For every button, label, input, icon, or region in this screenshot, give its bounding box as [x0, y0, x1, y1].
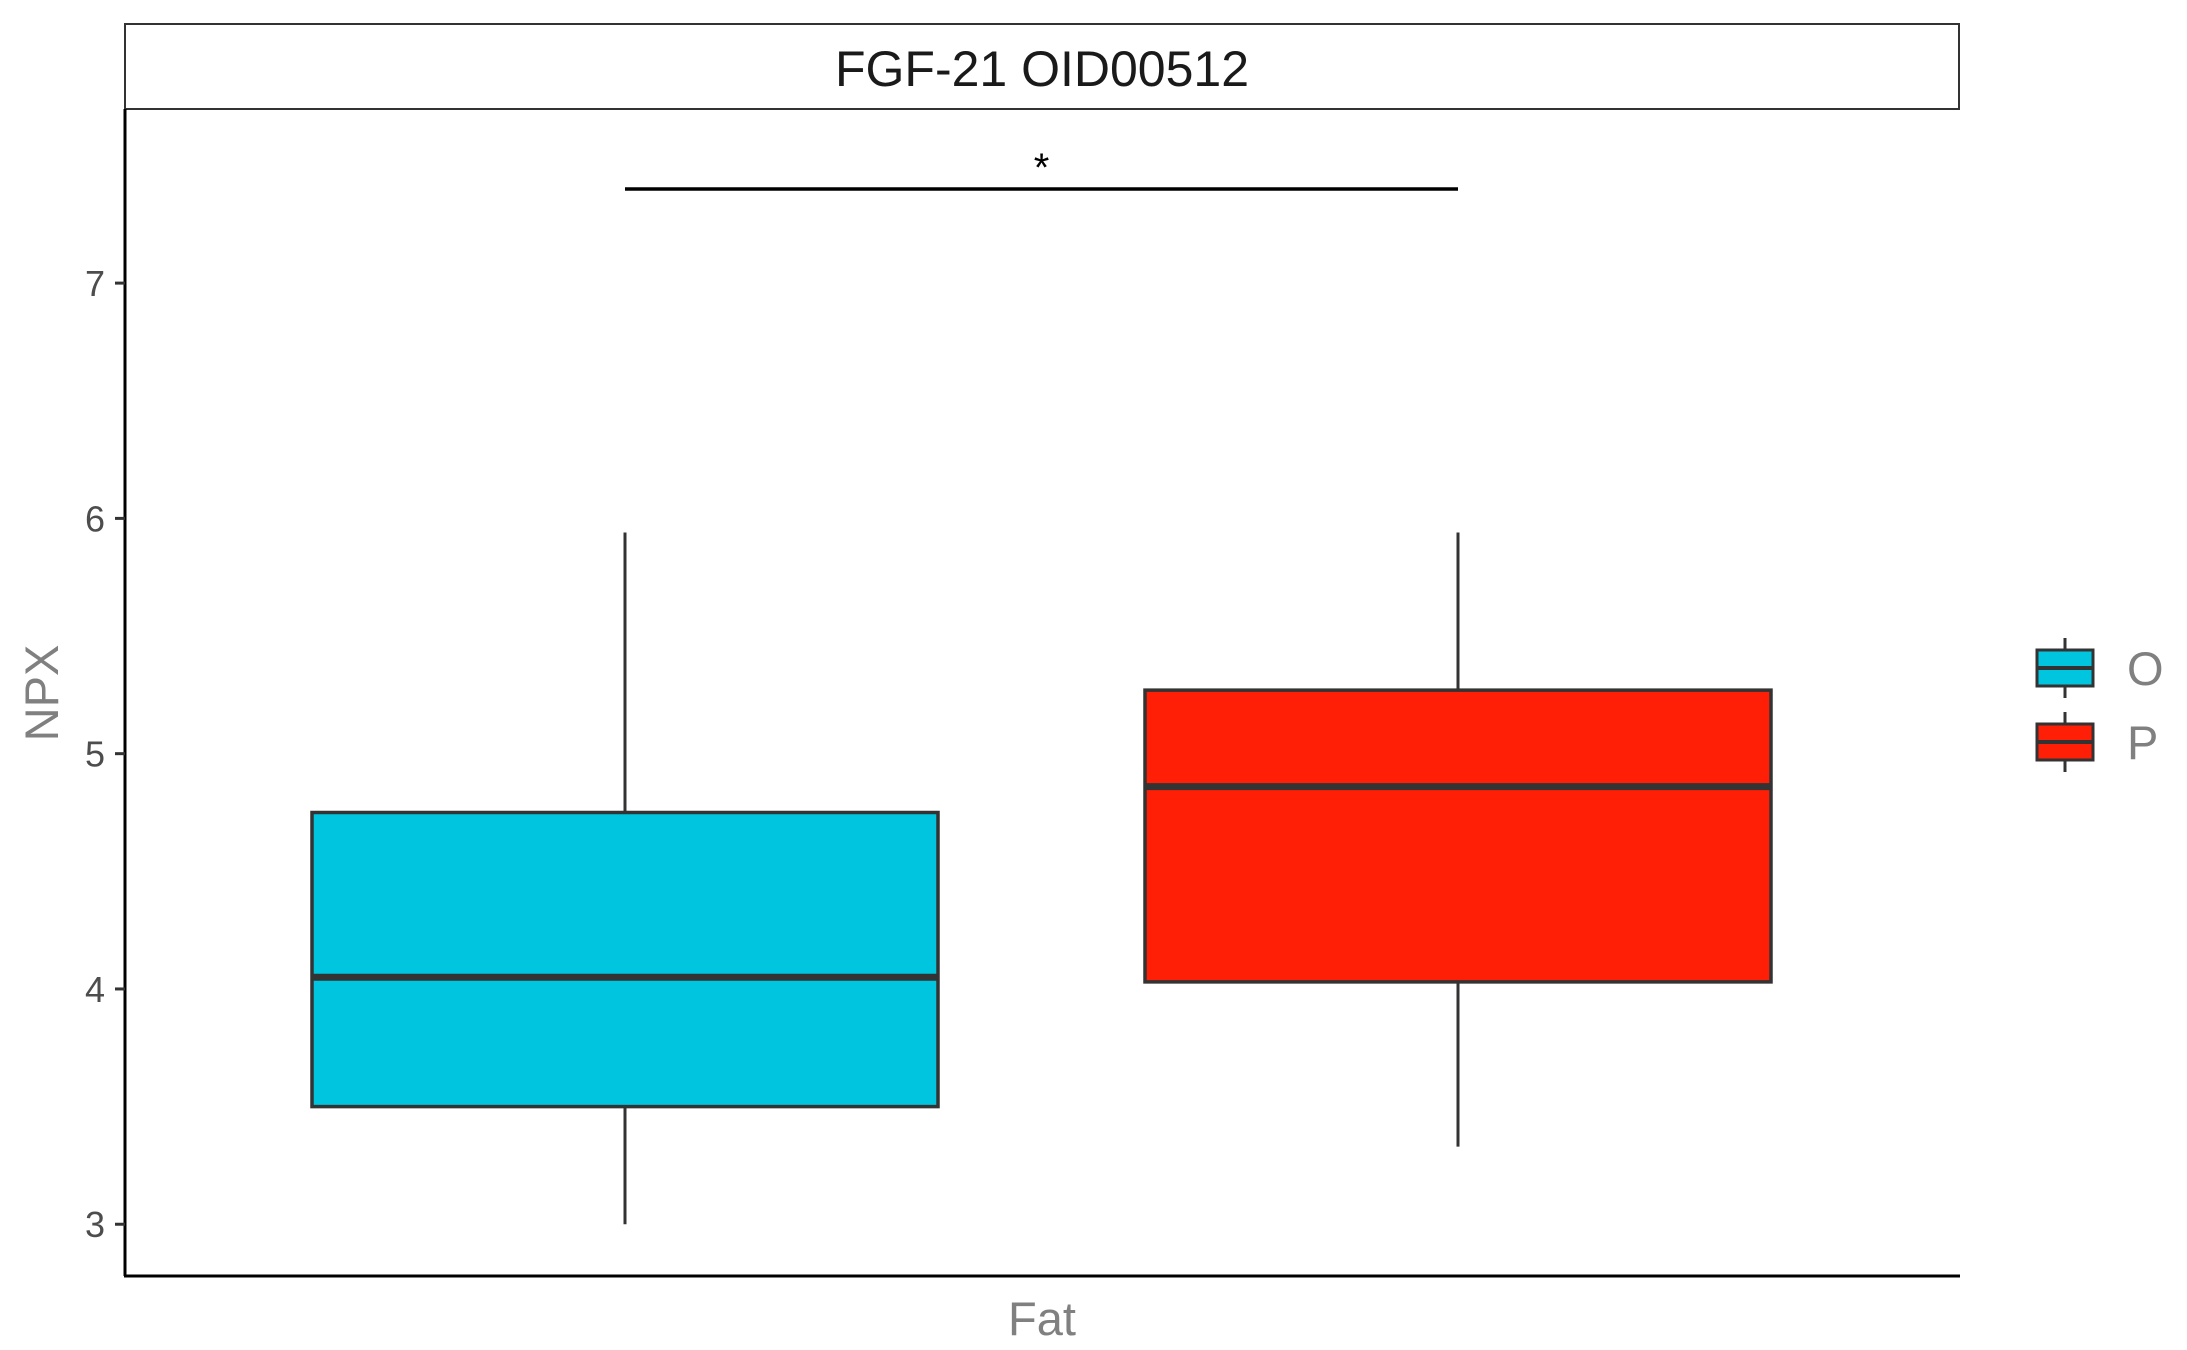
legend-item-P: P [2035, 712, 2158, 772]
box-O [310, 532, 940, 1225]
facet-title: FGF-21 OID00512 [835, 41, 1249, 97]
y-tick-label: 6 [85, 498, 105, 539]
y-tick-label: 5 [85, 734, 105, 775]
box-series [310, 532, 1773, 1225]
significance-annotation: * [625, 146, 1458, 191]
significance-label: * [1034, 146, 1050, 190]
x-axis-title: Fat [1008, 1292, 1076, 1345]
axes [123, 109, 1960, 1278]
facet-strip-box [124, 23, 1960, 110]
legend: OP [2035, 638, 2164, 772]
legend-label: P [2127, 716, 2158, 769]
y-axis-title: NPX [15, 645, 68, 742]
y-tick-label: 3 [85, 1204, 105, 1245]
box-iqr [310, 810, 940, 1109]
y-tick-label: 7 [85, 263, 105, 304]
y-axis-ticks: 3 4 5 6 7 [85, 263, 125, 1245]
y-tick-label: 4 [85, 969, 105, 1010]
facet-strip: FGF-21 OID00512 [124, 23, 1960, 110]
legend-label: O [2127, 642, 2164, 695]
legend-item-O: O [2035, 638, 2164, 698]
box-iqr [1143, 688, 1773, 984]
box-P [1143, 532, 1773, 1147]
